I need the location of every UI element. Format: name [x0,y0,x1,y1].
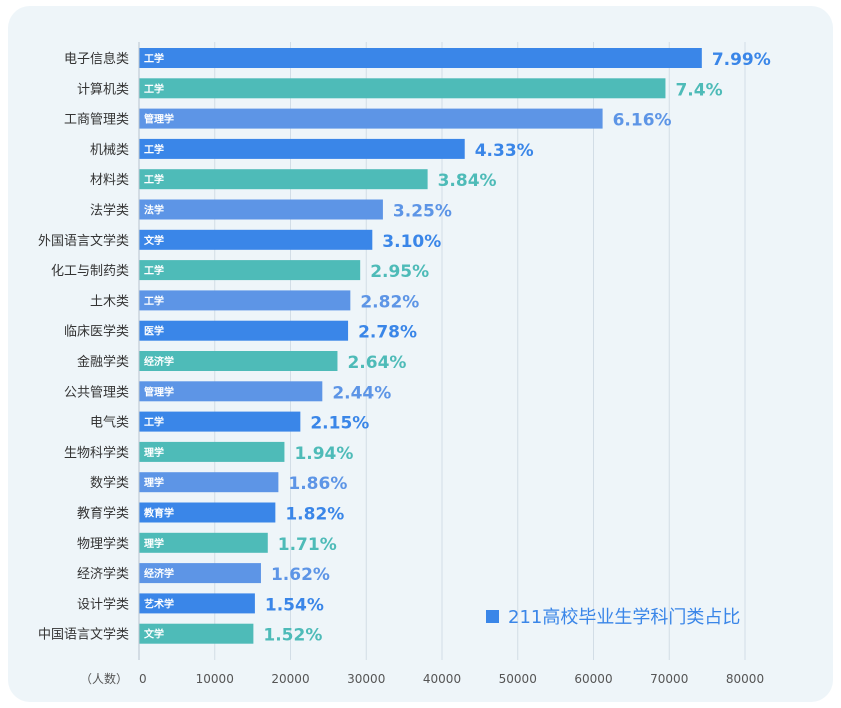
bar-value-label: 2.78% [358,323,417,343]
category-label: 数学类 [90,475,129,491]
x-tick-label: 60000 [574,672,612,686]
category-label: 工商管理类 [64,113,129,128]
bar-value-label: 1.54% [265,595,324,615]
bar-tag-label: 管理学 [144,113,174,126]
x-tick-label: 50000 [499,672,537,686]
category-label: 教育学类 [77,506,129,522]
bar-value-label: 7.4% [675,80,722,100]
legend: 211高校毕业生学科门类占比 [486,607,740,628]
category-label: 中国语言文学类 [38,627,129,643]
bar-tag-label: 文学 [144,234,164,247]
category-label: 临床医学类 [64,324,129,340]
bar-value-label: 2.95% [370,262,429,282]
bar-tag-label: 工学 [144,52,164,65]
category-label: 法学类 [90,203,129,219]
bar-tag-label: 理学 [144,476,164,489]
bar-value-label: 2.64% [347,353,406,373]
bar [139,441,285,462]
category-label: 外国语言文学类 [38,233,129,249]
bar [139,48,702,68]
bar-value-label: 6.16% [613,111,672,131]
category-label: 设计学类 [77,596,129,612]
bar [139,593,255,614]
bar [139,532,268,553]
bar [139,502,276,523]
bar-tag-label: 教育学 [143,507,174,520]
category-label: 公共管理类 [64,385,129,400]
bar-tag-label: 工学 [144,294,164,307]
bar [139,290,351,311]
bar-tag-label: 工学 [144,82,164,95]
legend-swatch [486,610,499,623]
bar-tag-label: 管理学 [144,385,174,398]
category-label: 机械类 [90,143,129,158]
bar-value-label: 7.99% [712,50,771,70]
bars: 电子信息类 工学 7.99%计算机类 工学 7.4%工商管理类 管理学 6.16%机械类 工学… [38,48,771,646]
bar-value-label: 1.86% [288,474,347,494]
bar-tag-label: 理学 [144,446,164,459]
bar-tag-label: 文学 [144,628,164,641]
x-tick-label: 40000 [423,672,461,686]
bar-tag-label: 经济学 [144,355,174,368]
bar-value-label: 2.82% [360,292,419,312]
bar [139,381,323,402]
bar [139,320,349,341]
bar [139,623,254,644]
category-label: 生物科学类 [64,445,129,461]
bar-value-label: 3.84% [438,171,497,191]
bar [139,199,383,220]
bar-tag-label: 经济学 [144,567,174,580]
bar [139,563,261,584]
bar [139,351,338,371]
x-tick-label: 70000 [650,672,688,686]
legend-label: 211高校毕业生学科门类占比 [508,607,740,628]
bar-value-label: 1.62% [271,565,330,585]
category-label: 材料类 [90,173,129,188]
bar-tag-label: 工学 [144,264,164,277]
x-tick-label: 20000 [271,672,309,686]
category-label: 计算机类 [77,82,129,97]
bar-value-label: 1.71% [278,535,337,555]
bar-value-label: 1.52% [263,626,322,646]
x-axis: 0 10000 20000 30000 40000 50000 60000 70000 8000… [80,42,764,686]
category-label: 电子信息类 [64,51,129,67]
bar-tag-label: 艺术学 [144,597,174,610]
bar [139,78,666,99]
x-axis-label: （人数） [80,671,128,686]
bar-value-label: 2.44% [332,383,391,403]
bar-value-label: 1.94% [294,444,353,464]
bar [139,169,428,190]
category-label: 物理学类 [77,536,129,552]
bar [139,411,301,432]
bar [139,260,361,281]
bar [139,229,373,250]
bar-tag-label: 工学 [144,143,164,156]
category-label: 经济学类 [77,566,129,582]
category-label: 土木类 [90,294,129,309]
category-label: 金融学类 [77,354,129,370]
bar-tag-label: 工学 [144,173,164,186]
bar-tag-label: 医学 [144,325,164,338]
bar-value-label: 4.33% [475,141,534,161]
bar-tag-label: 法学 [144,204,164,217]
x-tick-label: 0 [139,672,147,686]
bar-value-label: 1.82% [285,505,344,525]
bar-value-label: 3.25% [393,202,452,222]
bar [139,138,465,159]
x-tick-label: 10000 [196,672,234,686]
bar-tag-label: 工学 [144,416,164,429]
bar-value-label: 2.15% [310,414,369,434]
bar-tag-label: 理学 [144,537,164,550]
category-label: 电气类 [90,415,129,431]
bar-value-label: 3.10% [382,232,441,252]
bar [139,108,603,129]
x-tick-label: 30000 [347,672,385,686]
x-tick-label: 80000 [726,672,764,686]
category-label: 化工与制药类 [51,264,129,279]
bar [139,472,279,493]
